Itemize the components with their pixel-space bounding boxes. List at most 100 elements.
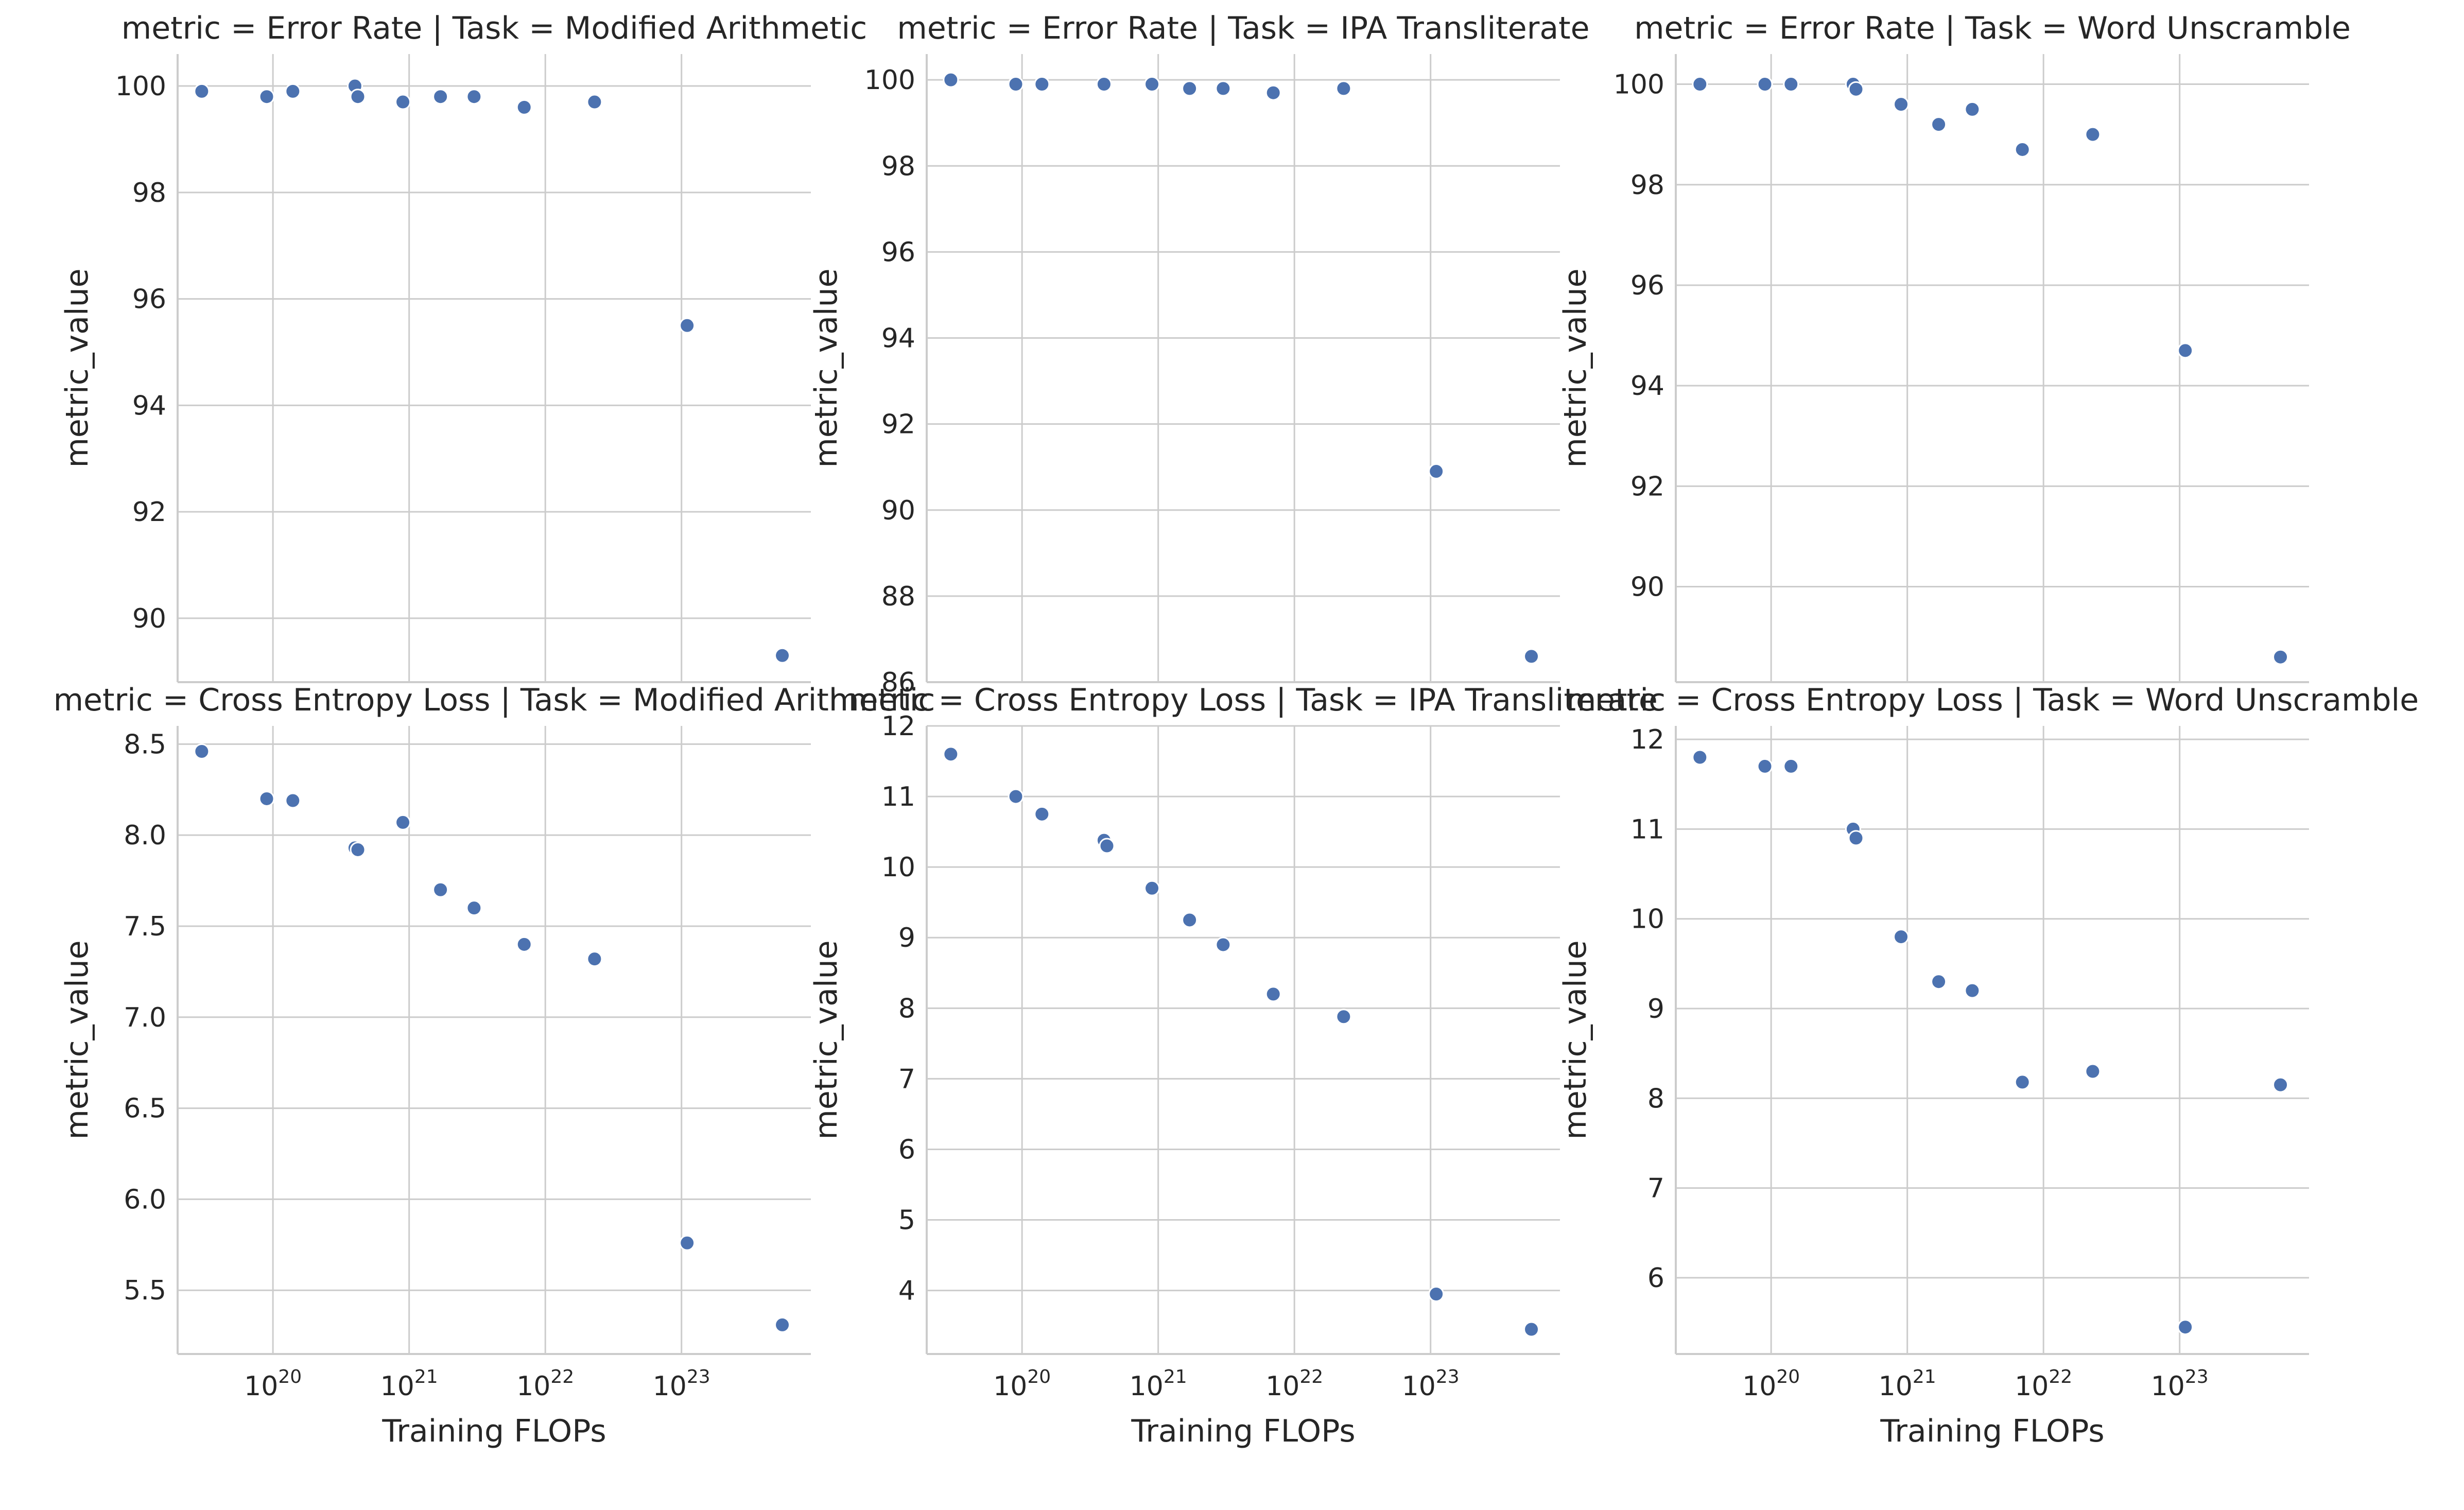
data-point — [1523, 1321, 1540, 1338]
facet-panel-2: 86 88 90 92 94 96 98 100 metric = Error Rate | T… — [808, 10, 1590, 698]
data-point — [258, 790, 275, 807]
data-point — [516, 936, 532, 952]
y-tick-label: 90 — [1630, 572, 1664, 603]
data-point — [1428, 1286, 1445, 1302]
y-tick-label: 92 — [1630, 471, 1664, 502]
data-point — [1931, 974, 1947, 990]
data-point — [679, 1235, 696, 1251]
x-tick-label: 1023 — [1402, 1366, 1460, 1402]
y-tick-label: 4 — [898, 1276, 915, 1307]
y-axis-label: metric_value — [1557, 268, 1593, 467]
data-point — [1215, 80, 1231, 97]
y-tick-label: 92 — [881, 409, 915, 440]
y-axis-label: metric_value — [59, 940, 95, 1139]
data-point — [1008, 788, 1024, 805]
y-tick-label: 100 — [115, 71, 166, 102]
facet-panel-4: 5.5 6.0 6.5 7.0 7.5 8.0 8.5 1020 1021 1022 1023 met… — [54, 682, 935, 1449]
y-tick-label: 90 — [881, 495, 915, 526]
data-point — [1265, 84, 1281, 101]
data-point — [1144, 880, 1160, 896]
data-point — [1964, 982, 1981, 999]
data-point — [466, 900, 482, 916]
y-tick-label: 5.5 — [124, 1275, 166, 1306]
y-tick-label: 100 — [1613, 70, 1664, 100]
data-point — [466, 89, 482, 105]
y-tick-label: 11 — [881, 782, 915, 812]
x-tick-label: 1022 — [1265, 1366, 1323, 1402]
panel-title: metric = Cross Entropy Loss | Task = Wor… — [1566, 682, 2419, 718]
y-tick-label: 9 — [1647, 994, 1664, 1025]
data-point — [586, 951, 603, 967]
facet-panel-5: 4 5 6 7 8 9 10 11 12 1020 1021 1022 1023 metric = Cro… — [808, 682, 1658, 1449]
data-point — [1964, 101, 1981, 117]
data-point — [432, 881, 449, 898]
data-point — [1182, 80, 1198, 97]
y-axis-label: metric_value — [808, 940, 844, 1139]
x-tick-label: 1023 — [2151, 1366, 2209, 1402]
data-point — [395, 94, 411, 110]
data-point — [1215, 936, 1231, 953]
data-point — [943, 72, 959, 88]
y-axis-label: metric_value — [808, 268, 844, 467]
y-tick-label: 11 — [1630, 814, 1664, 845]
data-point — [432, 89, 449, 105]
data-point — [285, 792, 301, 809]
panel-title: metric = Error Rate | Task = IPA Transli… — [897, 10, 1589, 46]
data-point — [2014, 141, 2031, 158]
data-point — [943, 746, 959, 762]
data-point — [1523, 648, 1540, 665]
data-point — [1335, 1009, 1352, 1025]
data-point — [350, 89, 366, 105]
data-point — [194, 743, 210, 760]
facet-panel-6: 6 7 8 9 10 11 12 1020 1021 1022 1023 metric = Cross… — [1557, 682, 2419, 1449]
x-tick-label: 1021 — [1130, 1366, 1187, 1402]
data-point — [1034, 806, 1050, 822]
data-point — [1783, 76, 1799, 93]
data-point — [1757, 758, 1773, 774]
y-tick-label: 8 — [1647, 1083, 1664, 1114]
y-tick-label: 96 — [881, 237, 915, 268]
x-tick-label: 1021 — [1879, 1366, 1936, 1402]
y-tick-label: 10 — [1630, 904, 1664, 935]
data-point — [1757, 76, 1773, 93]
facet-panel-3: 90 92 94 96 98 100 metric = Error Rate | Task … — [1557, 10, 2351, 683]
x-tick-label: 1022 — [2015, 1366, 2072, 1402]
y-tick-label: 98 — [132, 178, 166, 209]
y-tick-label: 6 — [898, 1134, 915, 1165]
x-tick-label: 1023 — [653, 1366, 710, 1402]
data-point — [1848, 830, 1864, 846]
data-point — [1692, 76, 1708, 93]
data-point — [2272, 1077, 2289, 1093]
data-point — [1848, 81, 1864, 97]
y-tick-label: 100 — [864, 65, 915, 96]
data-point — [1692, 749, 1708, 766]
data-point — [1931, 116, 1947, 133]
y-tick-label: 90 — [132, 603, 166, 634]
panel-title: metric = Cross Entropy Loss | Task = Mod… — [54, 682, 935, 718]
y-tick-label: 7.5 — [124, 911, 166, 942]
panel-title: metric = Cross Entropy Loss | Task = IPA… — [829, 682, 1658, 718]
x-axis-label: Training FLOPs — [1880, 1413, 2104, 1449]
x-tick-label: 1020 — [993, 1366, 1051, 1402]
data-point — [258, 89, 275, 105]
data-point — [350, 841, 366, 858]
y-tick-label: 6.5 — [124, 1094, 166, 1124]
x-tick-label: 1022 — [516, 1366, 574, 1402]
y-tick-label: 7 — [1647, 1173, 1664, 1204]
facet-panel-1: 90 92 94 96 98 100 metric = Error Rate | Task … — [59, 10, 867, 683]
data-point — [516, 99, 532, 115]
x-tick-label: 1021 — [380, 1366, 438, 1402]
y-tick-label: 88 — [881, 581, 915, 612]
data-point — [2085, 126, 2101, 143]
y-tick-label: 86 — [881, 667, 915, 698]
data-point — [1008, 76, 1024, 92]
y-tick-label: 9 — [898, 923, 915, 953]
panel-title: metric = Error Rate | Task = Modified Ar… — [122, 10, 867, 46]
data-point — [586, 94, 603, 110]
data-point — [1335, 80, 1352, 97]
x-tick-label: 1020 — [244, 1366, 302, 1402]
data-point — [1265, 986, 1281, 1002]
data-point — [1428, 463, 1445, 480]
y-axis-label: metric_value — [1557, 940, 1593, 1139]
